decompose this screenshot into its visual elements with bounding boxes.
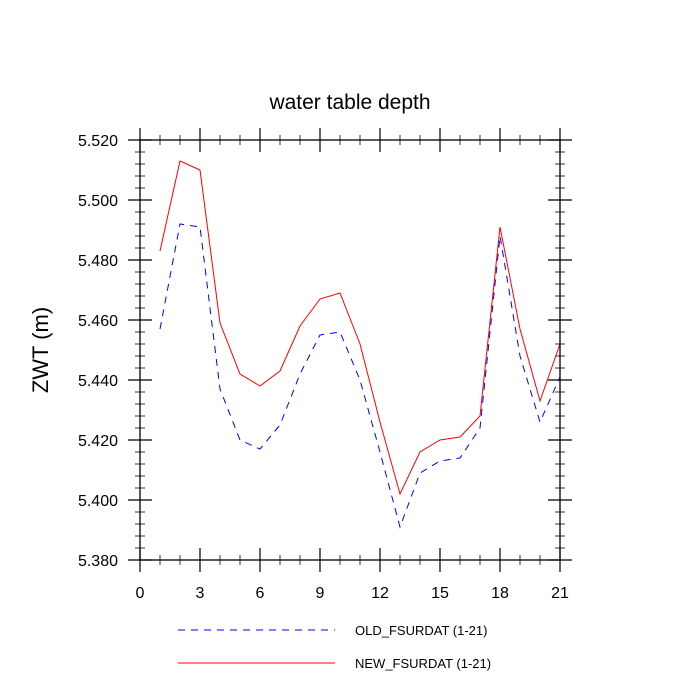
y-tick-label: 5.440 [78, 373, 118, 390]
y-tick-label: 5.460 [78, 313, 118, 330]
y-tick-label: 5.500 [78, 193, 118, 210]
plot-frame [139, 139, 561, 561]
x-tick-label: 3 [196, 585, 205, 602]
x-tick-label: 21 [551, 585, 569, 602]
legend-label-2: NEW_FSURDAT (1-21) [355, 656, 491, 671]
series-lines [159, 160, 561, 529]
x-tick-label: 0 [136, 585, 145, 602]
legend: OLD_FSURDAT (1-21) NEW_FSURDAT (1-21) [178, 623, 491, 671]
y-axis-label: ZWT (m) [28, 307, 53, 393]
x-tick-label: 15 [431, 585, 449, 602]
x-tick-label: 18 [491, 585, 509, 602]
y-tick-label: 5.400 [78, 493, 118, 510]
y-tick-label: 5.480 [78, 253, 118, 270]
y-tick-label: 5.520 [78, 133, 118, 150]
y-tick-label: 5.380 [78, 553, 118, 570]
series-line-2 [159, 160, 561, 496]
x-tick-label: 12 [371, 585, 389, 602]
x-tick-labels: 0 3 6 9 12 15 18 21 [136, 585, 569, 602]
y-tick-labels: 5.380 5.400 5.420 5.440 5.460 5.480 5.500 5.520 [78, 133, 118, 570]
x-tick-label: 6 [256, 585, 265, 602]
legend-label-1: OLD_FSURDAT (1-21) [355, 623, 487, 638]
chart-title: water table depth [268, 91, 430, 114]
y-tick-label: 5.420 [78, 433, 118, 450]
x-tick-label: 9 [316, 585, 325, 602]
